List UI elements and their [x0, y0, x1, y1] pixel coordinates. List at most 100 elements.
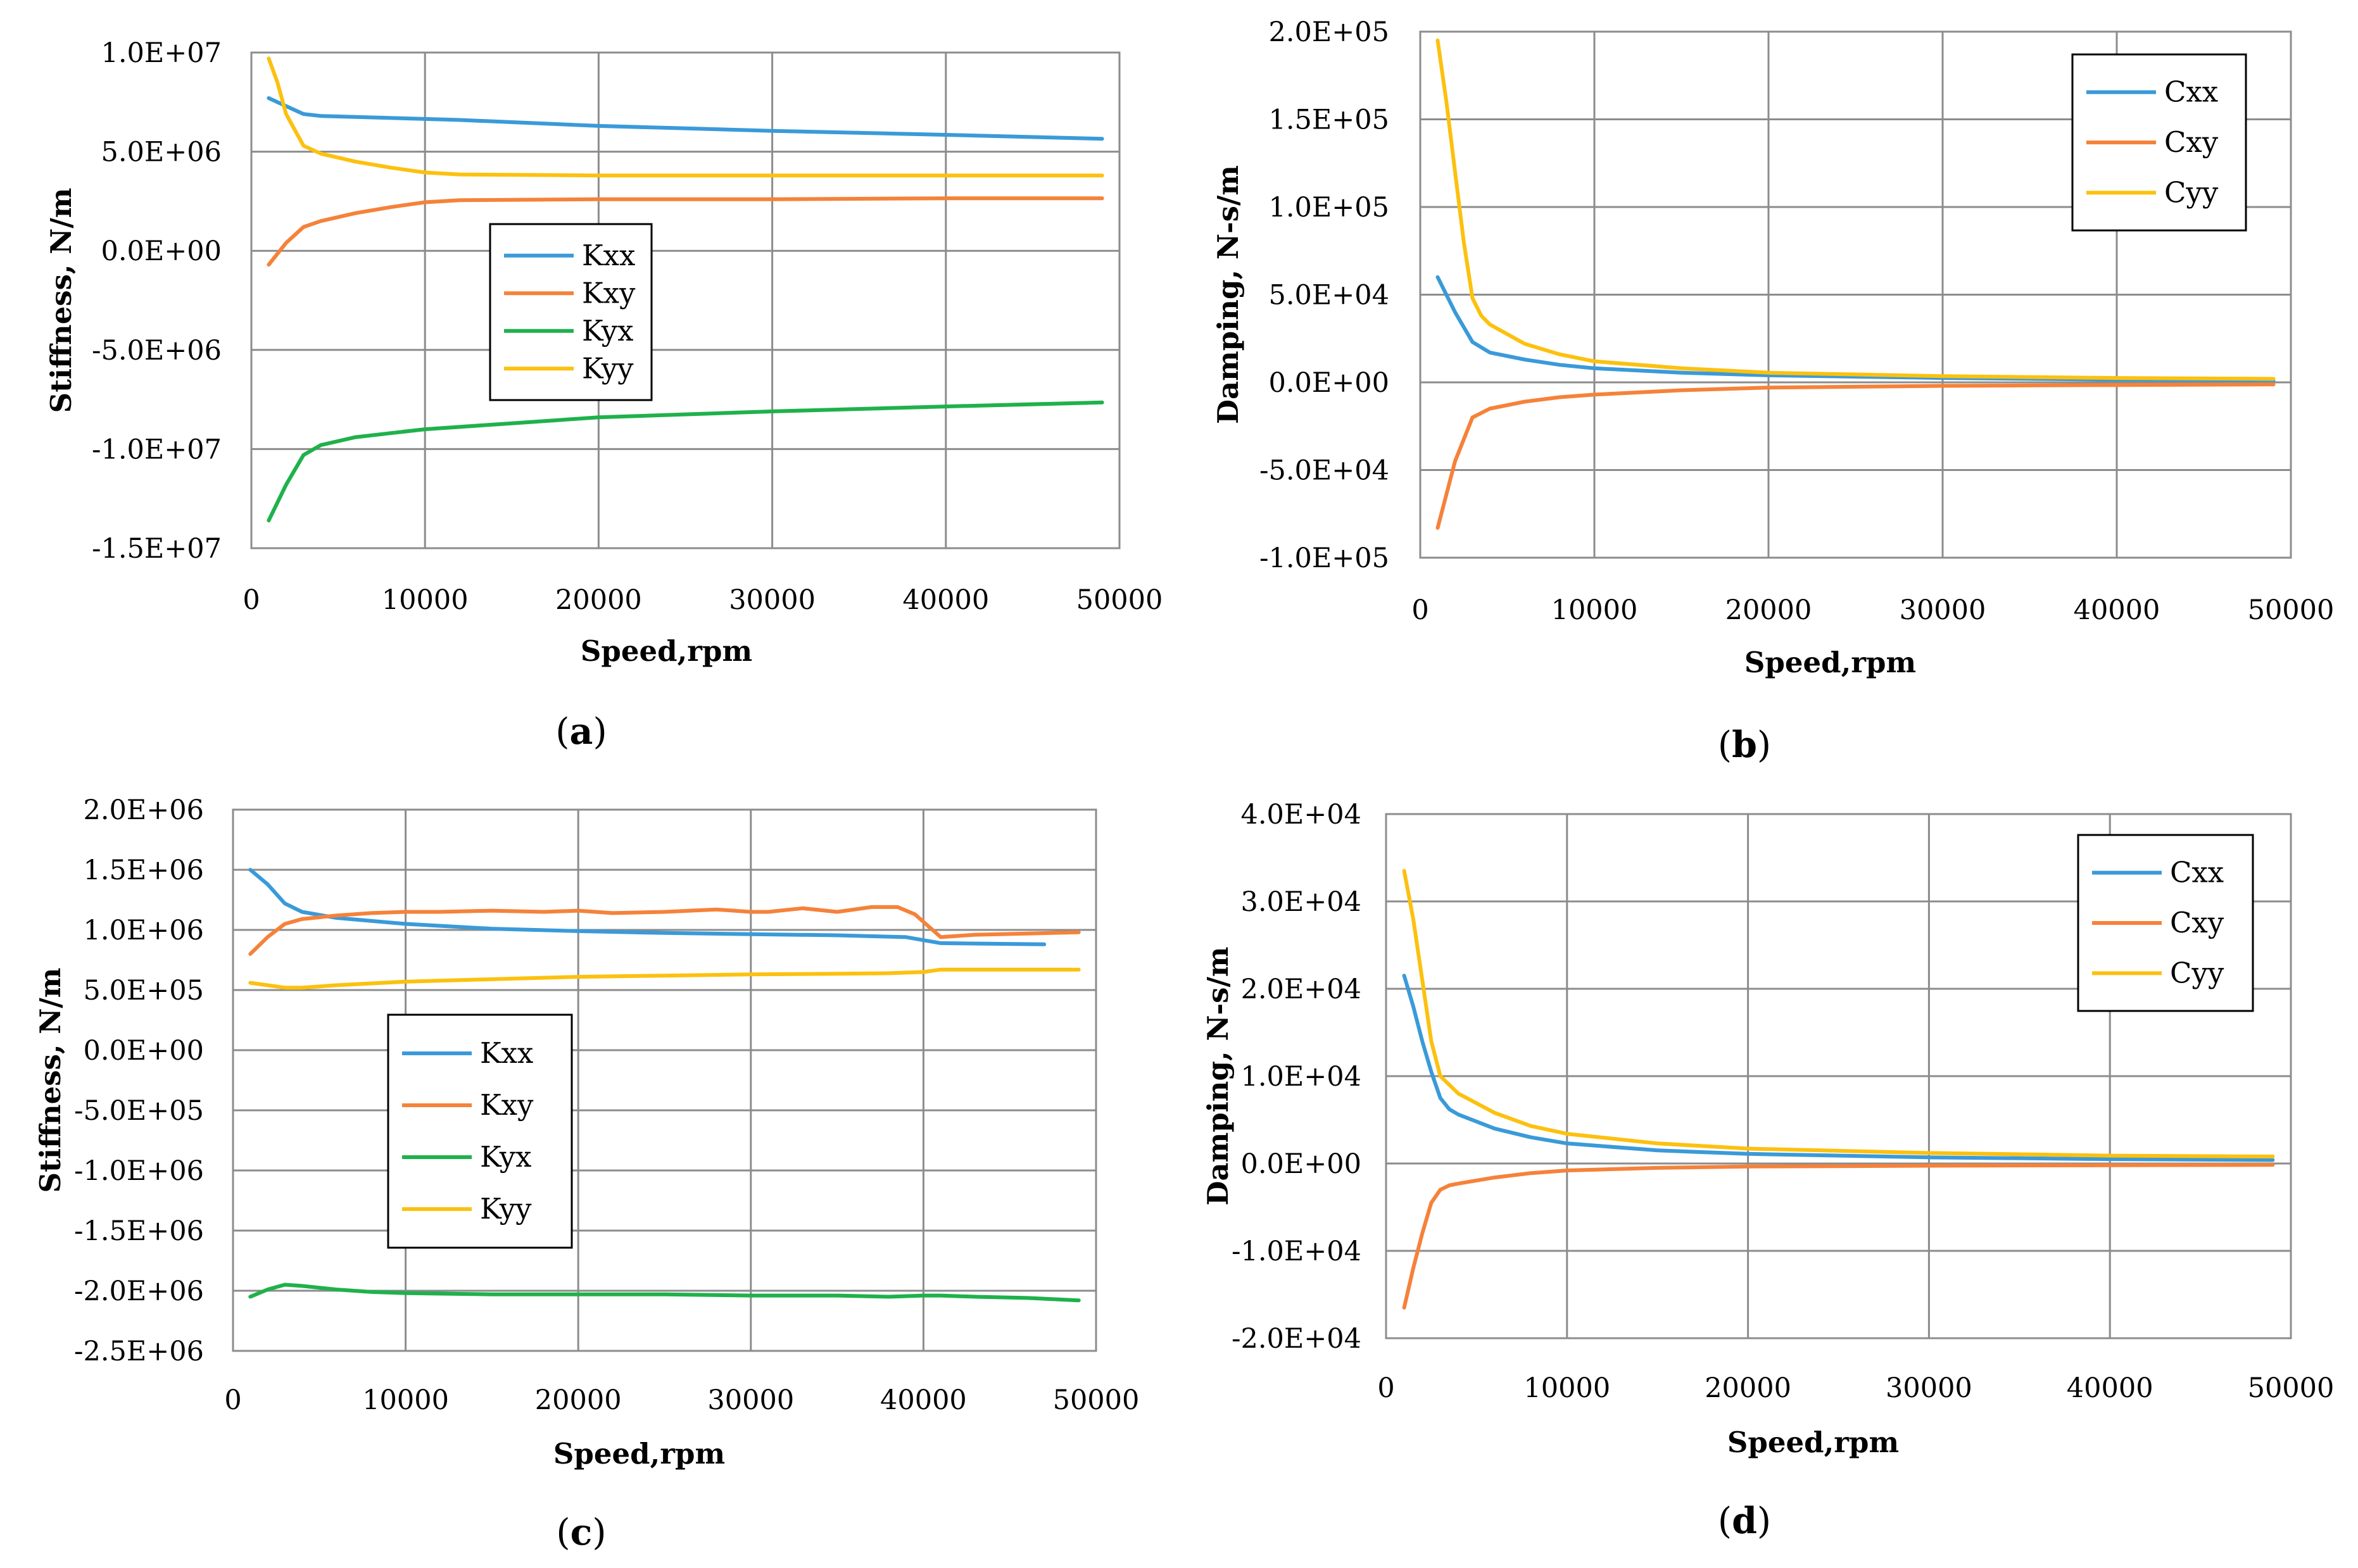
legend-label-cxy: Cxy [2164, 125, 2219, 159]
legend-label-kyx: Kyx [582, 314, 634, 348]
y-tick-label: 5.0E+05 [83, 975, 204, 1007]
y-tick-label: -1.5E+06 [74, 1215, 204, 1247]
x-tick-label: 0 [1377, 1372, 1394, 1404]
series-line-cxy [1435, 382, 2276, 530]
series-line-kyy [267, 56, 1104, 178]
y-axis-title: Stiffness, N/m [44, 188, 78, 413]
panel-caption-d: (d) [1718, 1500, 1771, 1542]
y-tick-label: -2.5E+06 [74, 1336, 204, 1367]
y-tick-label: -5.0E+06 [92, 335, 222, 367]
x-tick-label: 30000 [729, 584, 816, 616]
chart-panel-b: 0 10000 20000 30000 40000 50000 2.0E+05 1.5E+05… [1211, 16, 2334, 766]
y-tick-label: 0.0E+00 [1268, 367, 1389, 399]
chart-panel-a: 0 10000 20000 30000 40000 50000 1.0E+07 5.0E+06… [44, 37, 1163, 753]
y-tick-label: 1.0E+07 [101, 37, 222, 69]
x-tick-label: 20000 [535, 1384, 622, 1416]
series-line-cyy [1402, 869, 2275, 1158]
legend-label-cxy: Cxy [2170, 906, 2224, 939]
panel-caption-a: (a) [555, 710, 607, 753]
series-line-kyx [267, 400, 1104, 523]
x-tick-label: 40000 [2074, 594, 2160, 626]
x-tick-label: 0 [243, 584, 260, 616]
y-tick-label: 1.0E+06 [83, 915, 204, 946]
series-line-kyy [248, 967, 1081, 990]
series-line-cxy [1402, 1163, 2275, 1310]
legend-label-cxx: Cxx [2170, 856, 2224, 889]
y-tick-label: 0.0E+00 [1240, 1148, 1361, 1180]
legend-b: Cxx Cxy Cyy [2071, 53, 2247, 232]
y-tick-label: 0.0E+00 [83, 1035, 204, 1067]
x-tick-label: 10000 [1551, 594, 1638, 626]
y-tick-label: 3.0E+04 [1240, 886, 1361, 918]
series-line-kyx [248, 1283, 1081, 1303]
series-line-kxx [267, 96, 1104, 141]
legend-label-cyy: Cyy [2170, 956, 2224, 989]
y-axis-title: Stiffness, N/m [34, 968, 67, 1193]
plot-area-c [232, 808, 1097, 1352]
legend-label-kyx: Kyx [480, 1140, 532, 1174]
x-tick-label: 50000 [1053, 1384, 1140, 1416]
y-tick-label: 5.0E+04 [1268, 280, 1389, 311]
legend-label-kyy: Kyy [480, 1192, 532, 1226]
series-line-kxx [248, 868, 1047, 946]
y-tick-label: -1.0E+04 [1232, 1236, 1361, 1267]
series-line-kxy [267, 196, 1104, 267]
x-tick-label: 40000 [902, 584, 989, 616]
series-line-kxy [248, 905, 1081, 956]
panel-caption-b: (b) [1718, 724, 1771, 766]
x-axis-title: Speed,rpm [581, 634, 752, 668]
x-axis-title: Speed,rpm [553, 1437, 725, 1471]
legend-box [489, 223, 653, 401]
y-tick-label: 2.0E+04 [1240, 974, 1361, 1005]
y-tick-label: -1.0E+06 [74, 1155, 204, 1187]
y-tick-label: -1.5E+07 [92, 533, 222, 565]
x-tick-label: 10000 [1523, 1372, 1610, 1404]
y-tick-label: 2.0E+05 [1268, 16, 1389, 48]
x-tick-label: 50000 [1076, 584, 1163, 616]
x-axis-title: Speed,rpm [1744, 646, 1916, 679]
x-tick-label: 50000 [2248, 594, 2335, 626]
legend-d: Cxx Cxy Cyy [2077, 834, 2254, 1012]
x-tick-label: 20000 [555, 584, 642, 616]
x-tick-label: 0 [224, 1384, 241, 1416]
x-tick-label: 40000 [880, 1384, 967, 1416]
legend-label-kxx: Kxx [582, 239, 635, 272]
y-tick-label: -1.0E+07 [92, 434, 222, 465]
x-tick-label: 10000 [382, 584, 469, 616]
y-tick-label: 0.0E+00 [101, 235, 222, 267]
y-tick-label: 4.0E+04 [1240, 799, 1361, 831]
legend-label-kxy: Kxy [582, 276, 636, 310]
y-tick-label: 2.0E+06 [83, 794, 204, 826]
legend-label-kxx: Kxx [480, 1036, 533, 1070]
y-tick-label: 1.5E+05 [1268, 104, 1389, 136]
x-tick-label: 10000 [362, 1384, 449, 1416]
x-tick-label: 20000 [1725, 594, 1812, 626]
legend-label-kxy: Kxy [480, 1088, 534, 1122]
chart-panel-d: 0 10000 20000 30000 40000 50000 4.0E+04 3.0E+04… [1201, 799, 2334, 1542]
y-tick-label: -5.0E+04 [1259, 455, 1389, 487]
x-tick-label: 0 [1411, 594, 1428, 626]
y-axis-title: Damping, N-s/m [1211, 165, 1245, 424]
x-tick-label: 30000 [1886, 1372, 1972, 1404]
x-tick-label: 30000 [707, 1384, 794, 1416]
x-tick-label: 50000 [2248, 1372, 2335, 1404]
y-tick-label: 1.5E+06 [83, 855, 204, 886]
legend-box [2077, 834, 2254, 1012]
y-tick-label: -2.0E+06 [74, 1276, 204, 1307]
legend-c: Kxx Kxy Kyx Kyy [387, 1013, 573, 1249]
series-line-cyy [1435, 38, 2276, 381]
y-axis-title: Damping, N-s/m [1201, 946, 1235, 1205]
y-tick-label: 1.0E+04 [1240, 1061, 1361, 1093]
x-tick-label: 20000 [1705, 1372, 1791, 1404]
x-tick-label: 30000 [1900, 594, 1986, 626]
y-tick-label: -1.0E+05 [1259, 543, 1389, 574]
chart-panel-c: 0 10000 20000 30000 40000 50000 2.0E+06 1.5E+06… [34, 794, 1139, 1553]
y-tick-label: 1.0E+05 [1268, 192, 1389, 223]
series-line-cxx [1402, 974, 2275, 1162]
y-tick-label: -5.0E+05 [74, 1095, 204, 1127]
x-axis-title: Speed,rpm [1727, 1426, 1899, 1459]
legend-label-kyy: Kyy [582, 351, 634, 385]
panel-caption-c: (c) [556, 1511, 606, 1553]
x-tick-label: 40000 [2067, 1372, 2153, 1404]
